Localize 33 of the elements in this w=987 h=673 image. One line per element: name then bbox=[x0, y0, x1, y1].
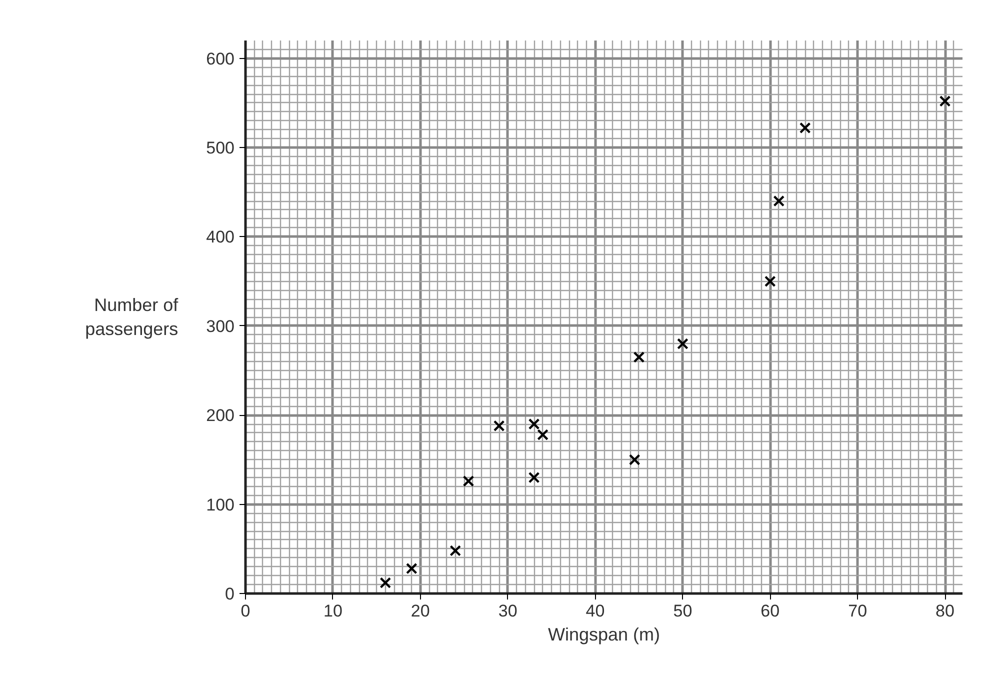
point bbox=[628, 454, 640, 466]
y-tick-label: 600 bbox=[206, 49, 235, 68]
x-tick-label: 30 bbox=[498, 602, 518, 620]
y-tick-label: 100 bbox=[206, 495, 235, 514]
y-axis-title: Number of passengers bbox=[85, 295, 180, 339]
point bbox=[799, 122, 811, 134]
point bbox=[406, 562, 418, 574]
y-tick-label: 200 bbox=[206, 406, 235, 426]
x-axis-title: Wingspan (m) bbox=[548, 624, 660, 644]
point bbox=[450, 544, 462, 556]
point bbox=[380, 577, 392, 588]
x-tick-label: 10 bbox=[323, 602, 342, 620]
x-tick-label: 20 bbox=[410, 602, 430, 620]
point bbox=[528, 472, 540, 484]
point bbox=[939, 95, 951, 107]
x-tick-label: 70 bbox=[848, 602, 868, 620]
point bbox=[528, 418, 540, 430]
point bbox=[493, 420, 505, 432]
point bbox=[764, 276, 776, 288]
point bbox=[462, 475, 474, 487]
x-tick-label: 60 bbox=[760, 602, 780, 620]
y-tick-label: 0 bbox=[225, 584, 235, 604]
x-tick-label: 80 bbox=[936, 602, 954, 620]
point bbox=[773, 195, 785, 207]
x-tick-label: 50 bbox=[673, 602, 692, 620]
x-tick-label: 40 bbox=[586, 602, 605, 620]
point bbox=[677, 338, 688, 350]
y-tick-label: 500 bbox=[206, 138, 235, 158]
x-tick-label: 0 bbox=[240, 602, 250, 620]
point bbox=[633, 351, 645, 363]
point bbox=[537, 429, 548, 440]
y-tick-label: 400 bbox=[206, 228, 235, 247]
y-tick-label: 300 bbox=[206, 316, 235, 336]
